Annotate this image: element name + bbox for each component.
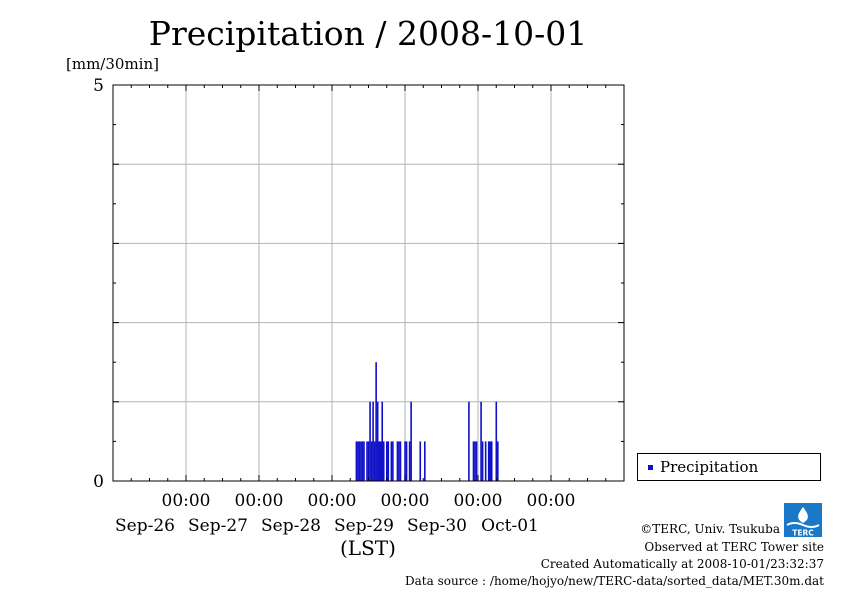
precipitation-bar	[361, 441, 364, 481]
precipitation-bar	[396, 441, 399, 481]
axis-ticks	[112, 84, 625, 482]
precipitation-bar	[475, 441, 478, 481]
legend-label: Precipitation	[660, 458, 759, 476]
precipitation-bar	[474, 441, 476, 481]
precipitation-bars	[355, 362, 499, 481]
x-tick-date-label: Sep-29	[334, 516, 394, 536]
precipitation-bar	[385, 441, 388, 481]
y-tick-label: 0	[93, 472, 104, 492]
precipitation-bar	[392, 441, 394, 481]
x-tick-time-label: 00:00	[381, 491, 430, 511]
logo-text: TERC	[792, 529, 814, 538]
precipitation-bar	[357, 441, 359, 481]
legend-swatch	[648, 465, 653, 470]
precipitation-bar	[410, 401, 412, 481]
precipitation-bar	[358, 441, 361, 481]
precipitation-bar	[480, 401, 482, 481]
x-tick-time-label: 00:00	[527, 491, 576, 511]
source-text: Data source : /home/hojyo/new/TERC-data/…	[405, 574, 824, 588]
precipitation-bar	[405, 441, 408, 481]
precipitation-bar	[387, 441, 390, 481]
precipitation-bar	[399, 441, 402, 481]
precipitation-bar	[360, 441, 362, 481]
plot-frame	[112, 84, 625, 482]
x-tick-time-label: 00:00	[162, 491, 211, 511]
precipitation-bar	[376, 401, 379, 481]
precipitation-bar	[489, 441, 492, 481]
x-tick-time-label: 00:00	[454, 491, 503, 511]
precipitation-bar	[468, 401, 470, 481]
y-axis-unit-label: [mm/30min]	[66, 55, 159, 73]
precipitation-bar	[378, 441, 380, 481]
precipitation-bar	[419, 441, 422, 481]
x-tick-date-label: Sep-28	[261, 516, 321, 536]
precipitation-bar	[381, 401, 384, 481]
y-tick-label: 5	[93, 76, 104, 96]
precipitation-bar	[487, 441, 490, 481]
precipitation-bar	[373, 441, 376, 481]
x-tick-date-label: Sep-30	[407, 516, 467, 536]
chart-title: Precipitation / 2008-10-01	[148, 14, 588, 53]
precipitation-bar	[484, 441, 487, 481]
precipitation-bar	[495, 401, 498, 481]
grid-lines	[113, 85, 624, 481]
precipitation-bar	[375, 362, 377, 481]
axis-tick-labels: 00:00 Sep-26 00:00 Sep-27 00:00 Sep-28 00:00 Se…	[93, 76, 575, 536]
precipitation-bar	[370, 441, 373, 481]
precipitation-bar	[379, 441, 382, 481]
precipitation-bar	[481, 441, 484, 481]
observed-text: Observed at TERC Tower site	[644, 540, 824, 554]
legend: Precipitation	[637, 453, 821, 481]
precipitation-bar	[490, 441, 493, 481]
created-text: Created Automatically at 2008-10-01/23:3…	[540, 557, 824, 571]
terc-logo-icon: TERC	[784, 503, 822, 537]
precipitation-bar	[398, 441, 400, 481]
precipitation-bar	[366, 441, 368, 481]
x-tick-date-label: Sep-26	[115, 516, 175, 536]
copyright-text: ©TERC, Univ. Tsukuba	[640, 522, 780, 536]
precipitation-bar	[472, 441, 475, 481]
x-tick-date-label: Oct-01	[481, 516, 539, 536]
precipitation-bar	[367, 441, 370, 481]
precipitation-bar	[390, 441, 393, 481]
precipitation-bar	[369, 401, 371, 481]
precipitation-bar	[363, 441, 365, 481]
precipitation-bar	[424, 441, 426, 481]
x-axis-label: (LST)	[340, 536, 396, 560]
x-tick-time-label: 00:00	[235, 491, 284, 511]
x-tick-date-label: Sep-27	[188, 516, 248, 536]
precipitation-bar	[408, 441, 411, 481]
precipitation-bar	[382, 441, 385, 481]
precipitation-bar	[372, 401, 374, 481]
x-tick-time-label: 00:00	[308, 491, 357, 511]
precipitation-bar	[355, 441, 358, 481]
precipitation-bar	[497, 441, 499, 481]
precipitation-bar	[404, 441, 406, 481]
